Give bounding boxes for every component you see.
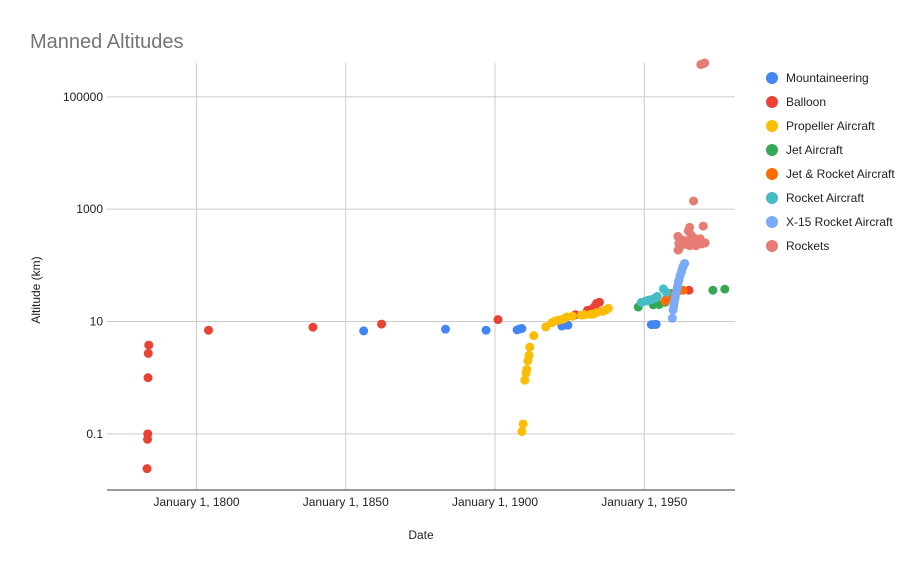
point-propeller-aircraft [520, 375, 530, 385]
point-propeller-aircraft [568, 311, 578, 321]
point-rockets [689, 196, 699, 206]
legend-label: Propeller Aircraft [786, 119, 875, 133]
legend-label: Jet & Rocket Aircraft [786, 167, 895, 181]
point-balloon [143, 373, 153, 383]
point-balloon [377, 319, 387, 329]
y-tick-label: 0.1 [86, 427, 103, 441]
point-propeller-aircraft [603, 303, 613, 313]
point-x-15-rocket-aircraft [680, 258, 690, 268]
point-rockets [700, 58, 710, 68]
legend-item-rocket-aircraft[interactable]: Rocket Aircraft [766, 191, 865, 205]
legend-label: Jet Aircraft [786, 143, 843, 157]
point-rocket-aircraft [652, 291, 662, 301]
legend-label: X-15 Rocket Aircraft [786, 215, 893, 229]
x-tick-label: January 1, 1900 [452, 495, 538, 509]
legend-marker [766, 216, 778, 228]
point-rockets [685, 241, 695, 251]
legend-label: Balloon [786, 95, 826, 109]
x-axis-title: Date [408, 528, 434, 542]
point-balloon [143, 429, 153, 439]
point-rocket-aircraft [661, 287, 671, 297]
point-mountaineering [517, 324, 527, 334]
legend-marker [766, 72, 778, 84]
point-mountaineering [481, 325, 491, 335]
legend-item-balloon[interactable]: Balloon [766, 95, 826, 109]
point-propeller-aircraft [518, 419, 528, 429]
legend-label: Mountaineering [786, 71, 869, 85]
point-balloon [144, 340, 154, 350]
tick-layer: 0.1 10 1000 100000 January 1, 1800 January 1,… [63, 90, 688, 509]
point-jet-aircraft [720, 284, 730, 294]
legend-marker [766, 168, 778, 180]
point-propeller-aircraft [517, 427, 527, 437]
legend-item-jet-aircraft[interactable]: Jet Aircraft [766, 143, 843, 157]
point-propeller-aircraft [522, 364, 532, 374]
chart-title: Manned Altitudes [30, 31, 183, 53]
legend-item-propeller-aircraft[interactable]: Propeller Aircraft [766, 119, 875, 133]
point-balloon [143, 348, 153, 358]
legend-label: Rocket Aircraft [786, 191, 865, 205]
point-propeller-aircraft [525, 342, 535, 352]
point-mountaineering [651, 319, 661, 329]
y-axis-title: Altitude (km) [29, 256, 43, 323]
point-propeller-aircraft [524, 350, 534, 360]
point-balloon [308, 322, 318, 332]
legend-layer: Mountaineering Balloon Propeller Aircraft J… [766, 71, 895, 253]
legend-item-x-15-rocket-aircraft[interactable]: X-15 Rocket Aircraft [766, 215, 893, 229]
legend-marker [766, 144, 778, 156]
legend-marker [766, 192, 778, 204]
point-rockets [698, 221, 708, 231]
legend-marker [766, 96, 778, 108]
legend-label: Rockets [786, 239, 829, 253]
point-balloon [493, 315, 503, 325]
x-tick-label: January 1, 1800 [154, 495, 240, 509]
legend-item-mountaineering[interactable]: Mountaineering [766, 71, 869, 85]
point-balloon [594, 297, 604, 307]
y-tick-label: 1000 [76, 202, 103, 216]
legend-marker [766, 240, 778, 252]
point-jet-aircraft [708, 285, 718, 295]
point-balloon [142, 464, 152, 474]
legend-marker [766, 120, 778, 132]
point-layer [142, 58, 730, 474]
x-tick-label: January 1, 1950 [601, 495, 687, 509]
point-rockets [685, 222, 695, 232]
y-tick-label: 100000 [63, 90, 103, 104]
legend-item-jet-rocket-aircraft[interactable]: Jet & Rocket Aircraft [766, 167, 895, 181]
legend-item-rockets[interactable]: Rockets [766, 239, 829, 253]
y-tick-label: 10 [90, 314, 104, 328]
point-balloon [203, 325, 213, 335]
point-rockets [700, 238, 710, 248]
point-mountaineering [359, 326, 369, 336]
x-tick-label: January 1, 1850 [303, 495, 389, 509]
point-propeller-aircraft [529, 331, 539, 341]
grid-layer [107, 63, 735, 491]
point-mountaineering [440, 324, 450, 334]
point-x-15-rocket-aircraft [667, 313, 677, 323]
